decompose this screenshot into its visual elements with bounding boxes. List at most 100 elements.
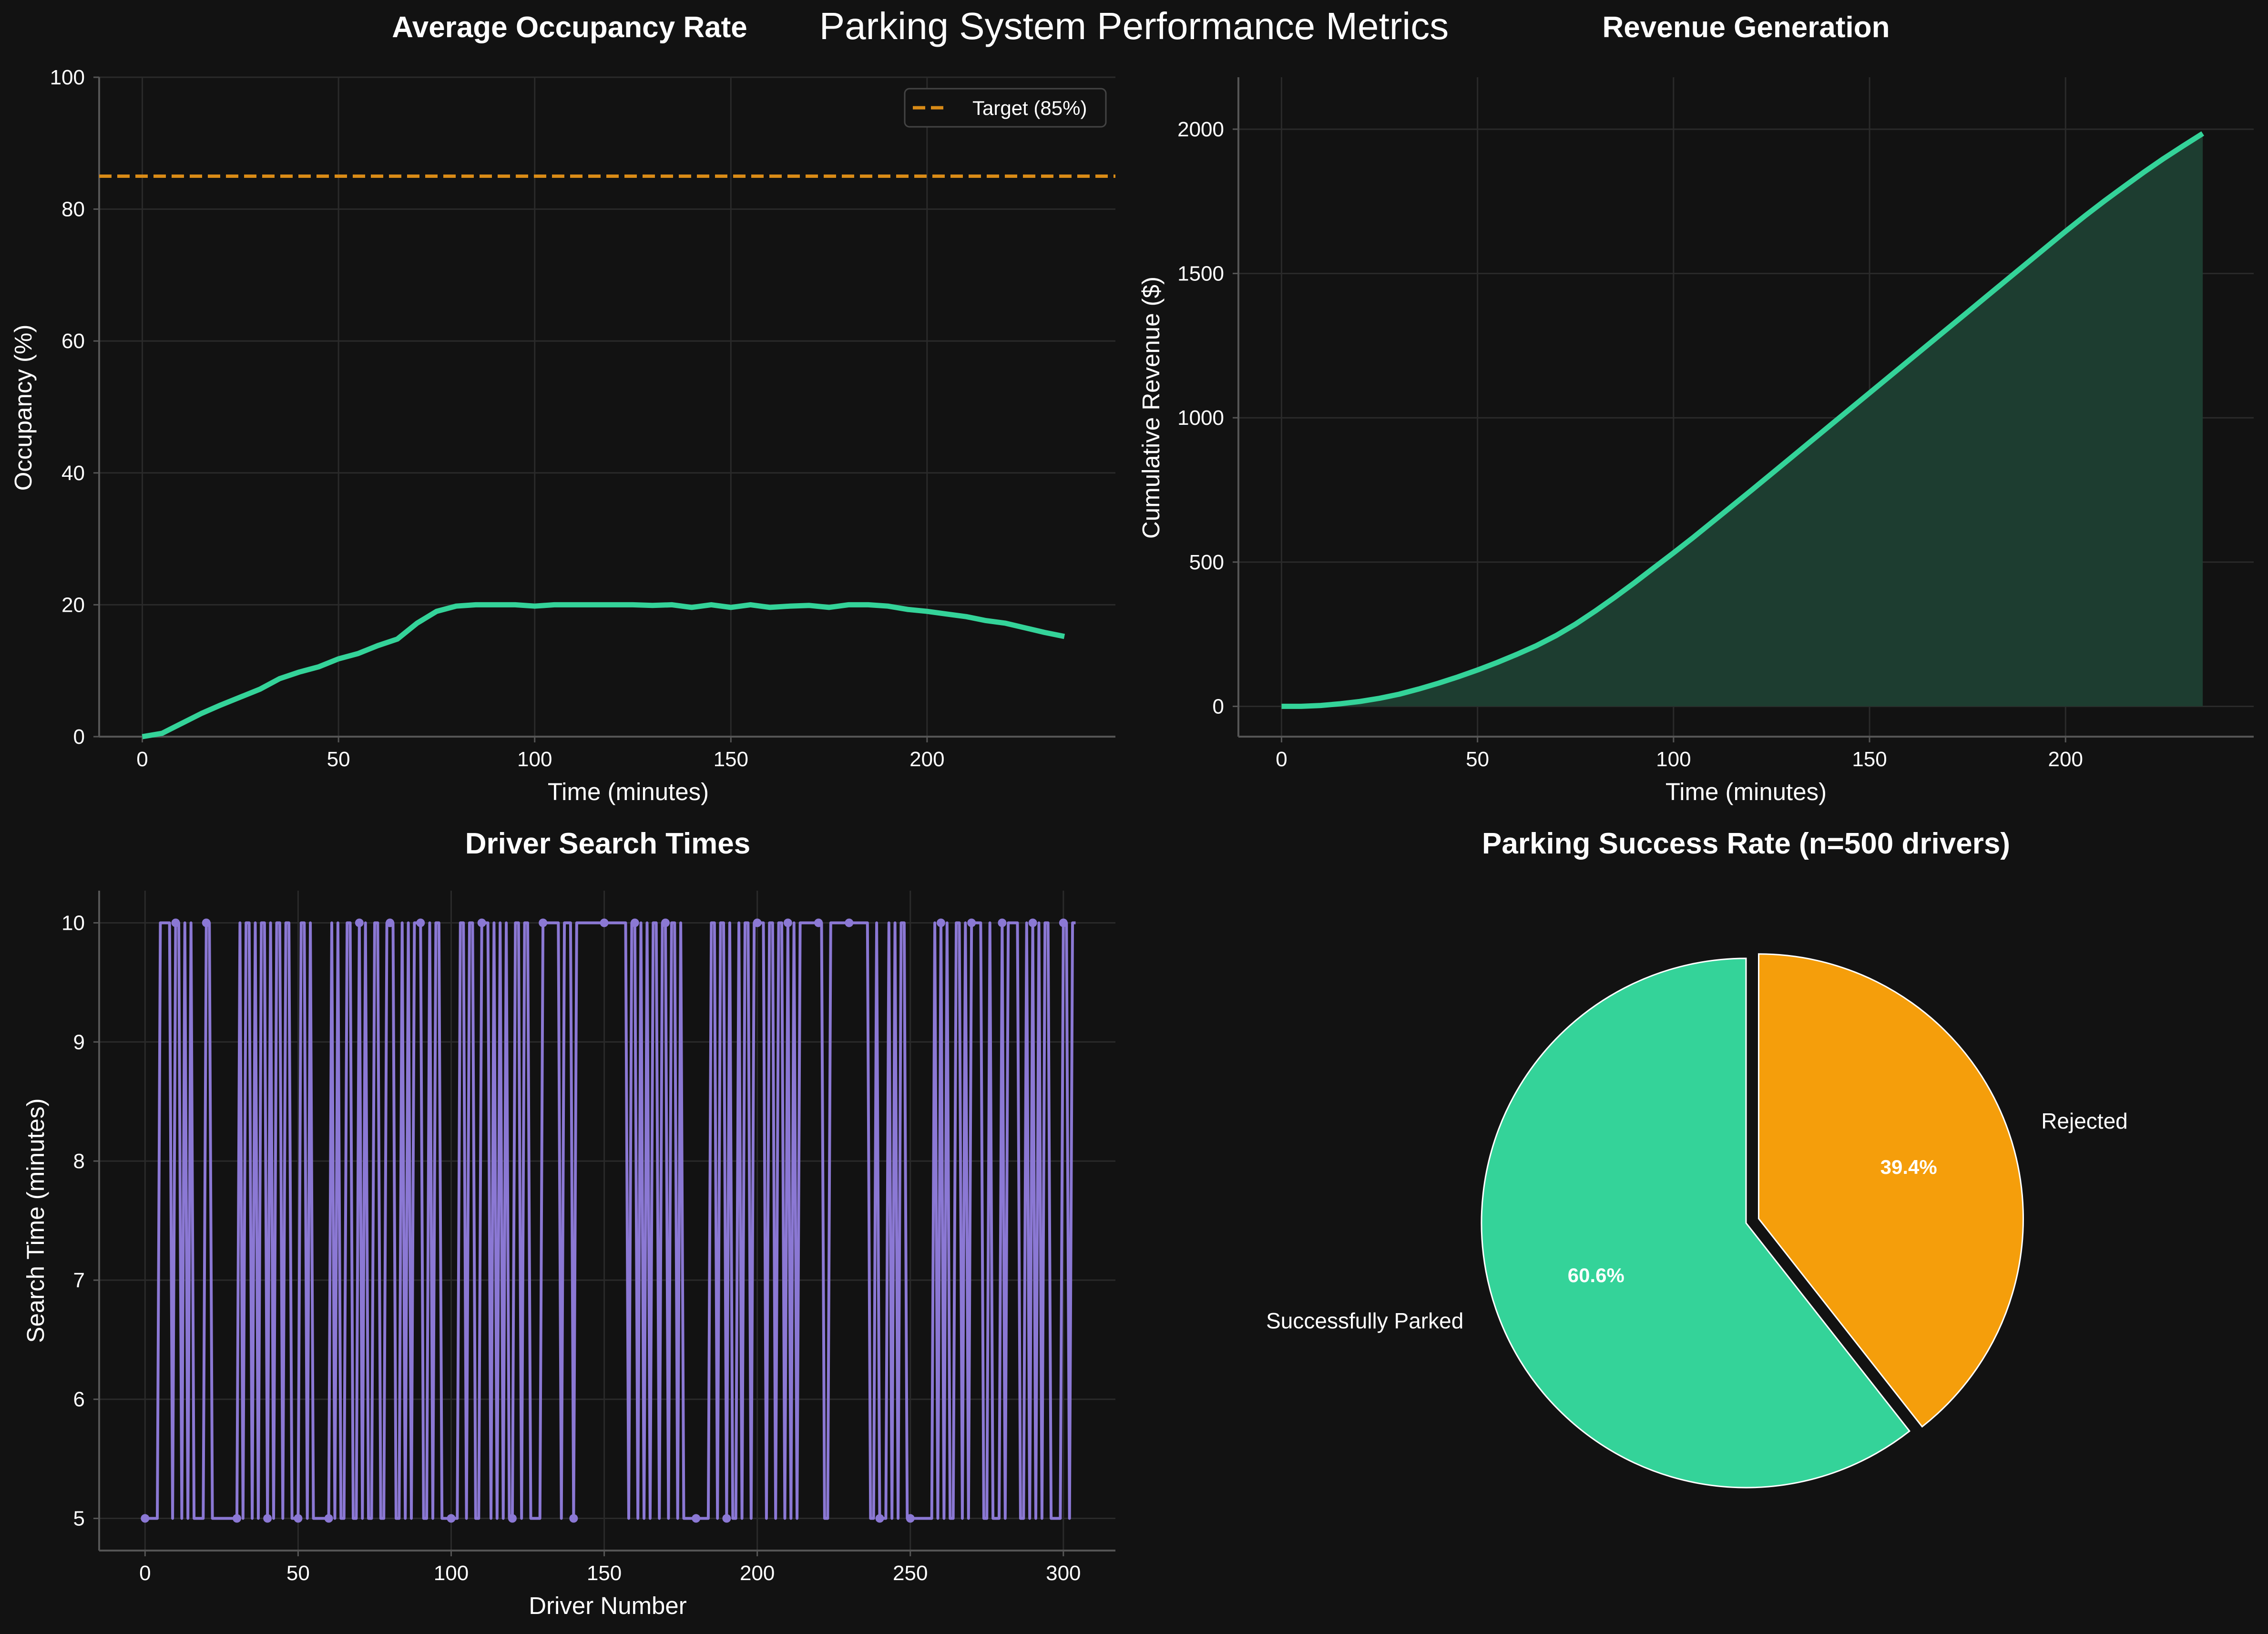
y-tick-label: 100 <box>50 66 85 89</box>
y-tick-label: 60 <box>61 329 85 353</box>
occupancy-y-axis-label: Occupancy (%) <box>10 325 37 491</box>
search-time-marker <box>661 918 670 927</box>
y-tick-label: 0 <box>1213 695 1224 718</box>
y-tick-label: 2000 <box>1177 118 1224 141</box>
revenue-series-line <box>1281 131 2205 709</box>
x-tick-label: 100 <box>434 1562 469 1585</box>
pie-slice-rejected <box>1757 953 2024 1428</box>
x-tick-label: 200 <box>909 748 944 771</box>
y-tick-label: 9 <box>73 1030 85 1054</box>
search-time-marker <box>967 918 976 927</box>
revenue-x-axis-label: Time (minutes) <box>1665 778 1827 805</box>
success-rate-panel: Parking Success Rate (n=500 drivers) 60.… <box>1266 827 2128 1489</box>
y-tick-label: 5 <box>73 1507 85 1531</box>
x-tick-label: 0 <box>1276 748 1287 771</box>
occupancy-tick-labels: 0 50 100 150 200 0 20 40 60 80 100 <box>50 66 945 771</box>
figure-suptitle: Parking System Performance Metrics <box>819 5 1449 47</box>
y-tick-label: 500 <box>1189 551 1224 574</box>
search-time-marker <box>753 918 762 927</box>
x-tick-label: 50 <box>327 748 350 771</box>
search-time-marker <box>539 918 548 927</box>
search-time-marker <box>508 1514 517 1523</box>
search-time-marker <box>936 918 945 927</box>
search-time-marker <box>232 1514 241 1523</box>
search-times-title: Driver Search Times <box>465 827 751 860</box>
x-tick-label: 0 <box>136 748 148 771</box>
search-time-marker <box>600 918 609 927</box>
occupancy-series-line <box>142 602 1065 740</box>
search-times-x-axis-label: Driver Number <box>529 1592 687 1619</box>
search-time-marker <box>814 918 823 927</box>
revenue-y-axis-label: Cumulative Revenue ($) <box>1137 277 1165 539</box>
revenue-panel: Revenue Generation 0 50 100 150 200050010001… <box>1137 11 2254 805</box>
x-tick-label: 100 <box>517 748 552 771</box>
legend-target-label: Target (85%) <box>972 97 1087 119</box>
y-tick-label: 7 <box>73 1269 85 1292</box>
pie-slice-successfully-parked <box>1481 957 1911 1489</box>
search-time-marker <box>875 1514 884 1523</box>
y-tick-label: 6 <box>73 1388 85 1411</box>
x-tick-label: 300 <box>1046 1562 1081 1585</box>
search-time-marker <box>355 918 364 927</box>
search-times-tick-labels: 0 50 100 150 200 250 300 5 6 7 8 9 10 <box>61 911 1081 1585</box>
search-time-marker <box>630 918 639 927</box>
search-time-marker <box>171 918 180 927</box>
search-time-marker <box>1028 918 1037 927</box>
search-time-marker <box>416 918 425 927</box>
search-times-spines <box>98 891 1115 1552</box>
search-time-marker <box>906 1514 915 1523</box>
pie-label-rejected: Rejected <box>2041 1109 2128 1133</box>
occupancy-title: Average Occupancy Rate <box>392 11 747 44</box>
occupancy-legend: Target (85%) <box>904 88 1107 128</box>
x-tick-label: 50 <box>1466 748 1489 771</box>
search-time-marker <box>263 1514 272 1523</box>
search-time-marker <box>324 1514 333 1523</box>
search-times-markers <box>141 918 1068 1523</box>
x-tick-label: 250 <box>893 1562 928 1585</box>
search-time-marker <box>1059 918 1068 927</box>
occupancy-x-axis-label: Time (minutes) <box>548 778 709 805</box>
occupancy-panel: Average Occupancy Rate 0 50 100 150 200 0 20 40… <box>10 11 1115 805</box>
y-tick-label: 10 <box>61 911 85 935</box>
search-time-marker <box>294 1514 303 1523</box>
legend-box <box>904 88 1107 128</box>
search-times-series-line <box>145 921 1076 1520</box>
search-time-marker <box>447 1514 456 1523</box>
pie-label-successfully-parked: Successfully Parked <box>1266 1308 1463 1333</box>
y-tick-label: 20 <box>61 593 85 617</box>
search-time-marker <box>692 1514 701 1523</box>
search-time-marker <box>477 918 486 927</box>
success-rate-title: Parking Success Rate (n=500 drivers) <box>1482 827 2010 860</box>
pie-percent-rejected: 39.4% <box>1880 1156 1937 1178</box>
search-time-marker <box>569 1514 578 1523</box>
revenue-spines <box>1237 77 2254 738</box>
search-time-marker <box>202 918 211 927</box>
search-times-panel: Driver Search Times 0 50 100 150 200 250 300 5 6… <box>22 827 1115 1619</box>
x-tick-label: 0 <box>139 1562 151 1585</box>
y-tick-label: 40 <box>61 462 85 485</box>
pie-percent-successfully-parked: 60.6% <box>1568 1264 1624 1286</box>
revenue-area-fill <box>1281 134 2203 707</box>
search-times-y-axis-label: Search Time (minutes) <box>22 1099 49 1343</box>
occupancy-spines <box>98 77 1115 738</box>
x-tick-label: 150 <box>587 1562 622 1585</box>
search-time-marker <box>141 1514 150 1523</box>
search-time-marker <box>386 918 395 927</box>
x-tick-label: 150 <box>1852 748 1887 771</box>
x-tick-label: 150 <box>714 748 748 771</box>
revenue-title: Revenue Generation <box>1603 11 1890 44</box>
y-tick-label: 1000 <box>1177 406 1224 430</box>
y-tick-label: 0 <box>73 725 85 749</box>
search-time-marker <box>998 918 1007 927</box>
x-tick-label: 100 <box>1656 748 1691 771</box>
x-tick-label: 200 <box>2048 748 2083 771</box>
y-tick-label: 8 <box>73 1150 85 1173</box>
search-time-marker <box>722 1514 731 1523</box>
x-tick-label: 200 <box>740 1562 775 1585</box>
search-time-marker <box>845 918 854 927</box>
y-tick-label: 1500 <box>1177 262 1224 286</box>
search-time-marker <box>783 918 792 927</box>
x-tick-label: 50 <box>286 1562 310 1585</box>
